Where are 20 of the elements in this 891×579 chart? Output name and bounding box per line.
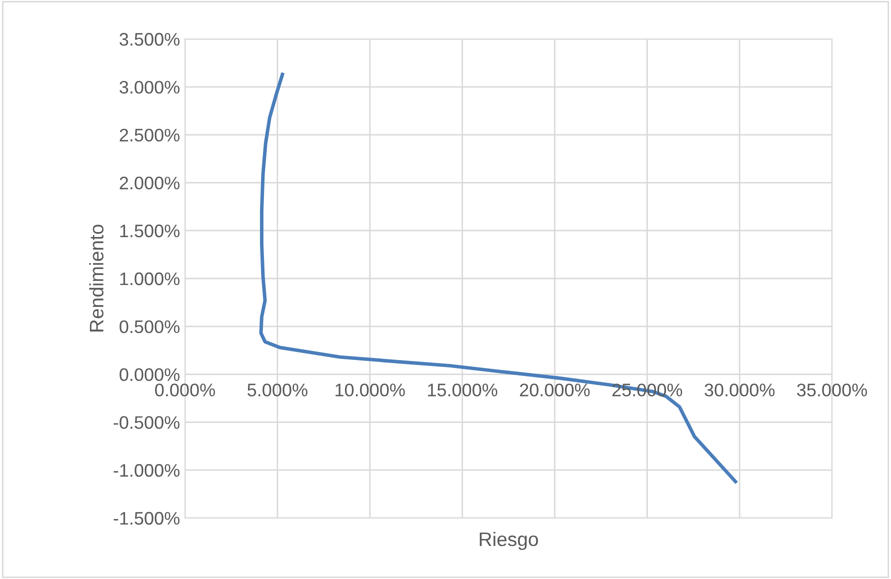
y-tick-label: 3.000% xyxy=(120,80,180,94)
x-tick-label: 15.000% xyxy=(428,384,498,396)
y-tick-label: 1.500% xyxy=(120,224,180,238)
y-tick-label: 0.000% xyxy=(120,368,180,382)
x-tick-label: 10.000% xyxy=(336,384,405,396)
x-tick-label: 30.000% xyxy=(704,384,775,396)
x-tick-label: 35.000% xyxy=(797,384,867,396)
y-tick-label: 2.000% xyxy=(120,176,180,190)
y-tick-label: -1.000% xyxy=(114,464,180,477)
x-tick-label: 20.000% xyxy=(520,384,590,396)
y-tick-label: 2.500% xyxy=(120,128,180,142)
y-tick-label: -0.500% xyxy=(114,416,180,429)
y-tick-label: 1.000% xyxy=(120,272,180,286)
x-axis-title: Riesgo xyxy=(480,532,538,550)
y-axis-title: Rendimiento xyxy=(89,224,104,332)
y-tick-label: 0.500% xyxy=(120,320,180,334)
y-tick-label: -1.500% xyxy=(114,512,180,525)
y-tick-label: 3.500% xyxy=(120,32,180,46)
x-tick-label: 5.000% xyxy=(248,384,308,396)
x-tick-label: 0.000% xyxy=(155,384,215,396)
